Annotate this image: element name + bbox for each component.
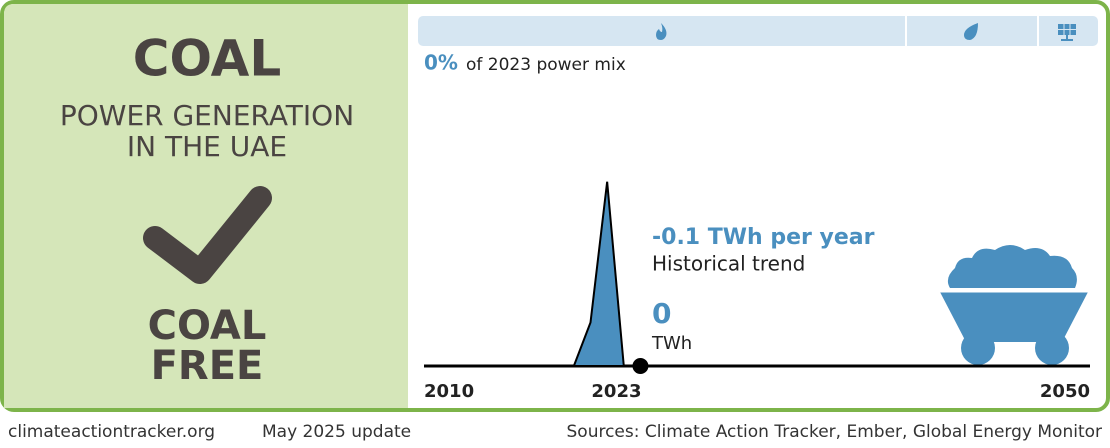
coal-cart-icon — [940, 245, 1088, 365]
tab-bar — [418, 16, 1098, 46]
x-tick-label: 2023 — [591, 381, 641, 402]
panel-subtitle: IN THE UAE — [127, 130, 287, 163]
footer-sources: Sources: Climate Action Tracker, Ember, … — [567, 422, 1103, 442]
x-tick-label: 2050 — [1040, 381, 1090, 402]
left-panel — [4, 4, 408, 408]
status: COAL — [148, 303, 267, 349]
panel-subtitle: POWER GENERATION — [60, 99, 354, 132]
status: FREE — [151, 343, 264, 389]
solar-icon — [1058, 24, 1076, 41]
share-value: 0% — [424, 51, 458, 75]
area — [424, 181, 625, 367]
trend-text: Historical trend — [652, 252, 805, 276]
checkmark — [143, 186, 272, 284]
gas-icon — [656, 23, 667, 40]
share-text: of 2023 power mix — [466, 55, 626, 75]
footer-update: May 2025 update — [262, 422, 411, 442]
x-tick-label: 2010 — [424, 381, 474, 402]
trend-value: -0.1 TWh per year — [652, 225, 875, 250]
bio-icon — [964, 23, 978, 40]
current-point — [632, 358, 649, 374]
footer-site: climateactiontracker.org — [8, 422, 215, 442]
current-unit: TWh — [651, 333, 692, 354]
current-value: 0 — [652, 297, 671, 330]
panel-title: COAL — [133, 30, 281, 88]
